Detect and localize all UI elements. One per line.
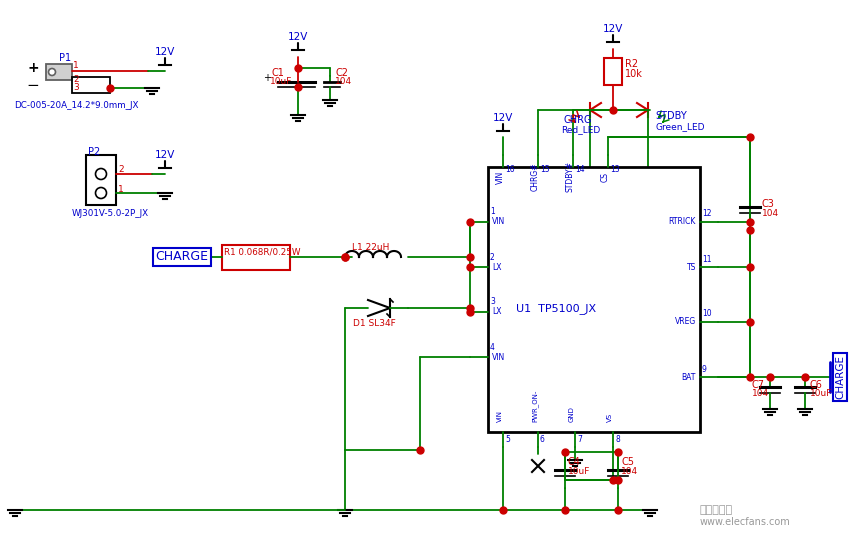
Text: 104: 104 xyxy=(752,390,769,398)
Text: WJ301V-5.0-2P_JX: WJ301V-5.0-2P_JX xyxy=(72,209,149,218)
Text: +: + xyxy=(263,73,271,83)
Text: 1: 1 xyxy=(118,184,124,194)
Text: CHRG: CHRG xyxy=(563,115,592,125)
Bar xyxy=(72,77,110,93)
Text: LX: LX xyxy=(492,308,501,316)
Text: PWR_ON-: PWR_ON- xyxy=(531,390,538,422)
Text: CHARGE: CHARGE xyxy=(155,251,208,264)
Text: VIN: VIN xyxy=(492,218,505,226)
Text: 16: 16 xyxy=(505,165,515,175)
Text: DC-005-20A_14.2*9.0mm_JX: DC-005-20A_14.2*9.0mm_JX xyxy=(14,101,138,110)
Bar xyxy=(46,64,72,80)
Text: 3: 3 xyxy=(490,298,495,307)
Text: C5: C5 xyxy=(621,457,634,467)
Text: 10: 10 xyxy=(702,309,712,319)
Text: 1: 1 xyxy=(73,61,79,71)
Text: STDBY#: STDBY# xyxy=(566,162,575,192)
Text: GND: GND xyxy=(569,406,575,422)
Text: 7: 7 xyxy=(577,436,581,445)
Text: 10uF: 10uF xyxy=(568,467,590,476)
Text: C6: C6 xyxy=(810,380,823,390)
Bar xyxy=(604,58,622,85)
Text: 12V: 12V xyxy=(603,24,623,34)
Text: 12V: 12V xyxy=(155,150,175,160)
Text: 12V: 12V xyxy=(155,47,175,57)
Text: VREG: VREG xyxy=(675,317,696,327)
Text: 14: 14 xyxy=(575,165,585,175)
Text: C2: C2 xyxy=(335,68,348,78)
Text: 2: 2 xyxy=(490,252,495,261)
Text: 8: 8 xyxy=(615,436,619,445)
Text: 10uF: 10uF xyxy=(270,78,292,86)
Text: 11: 11 xyxy=(702,254,711,264)
Bar xyxy=(488,167,700,432)
Text: C7: C7 xyxy=(752,380,765,390)
Text: STDBY: STDBY xyxy=(655,111,687,121)
Text: 2: 2 xyxy=(118,165,124,175)
Text: L1 22uH: L1 22uH xyxy=(352,244,390,252)
Text: R1 0.068R/0.25W: R1 0.068R/0.25W xyxy=(224,247,301,257)
Text: RTRICK: RTRICK xyxy=(669,218,696,226)
Text: LX: LX xyxy=(492,262,501,272)
Text: Green_LED: Green_LED xyxy=(655,122,704,132)
Text: P2: P2 xyxy=(88,147,100,157)
Text: C3: C3 xyxy=(762,199,775,209)
Text: 12V: 12V xyxy=(288,32,308,42)
Bar xyxy=(86,155,116,205)
Circle shape xyxy=(48,68,55,75)
Text: 2: 2 xyxy=(73,74,79,84)
Text: CHARGE: CHARGE xyxy=(835,355,845,399)
Text: C4: C4 xyxy=(568,457,581,467)
Text: 10uF: 10uF xyxy=(810,390,832,398)
Text: 12: 12 xyxy=(702,210,711,218)
Text: 3: 3 xyxy=(73,82,79,92)
Text: U1  TP5100_JX: U1 TP5100_JX xyxy=(516,303,596,314)
Text: VIN: VIN xyxy=(495,170,505,184)
Text: TS: TS xyxy=(687,262,696,272)
Text: VIN: VIN xyxy=(492,353,505,362)
Text: 5: 5 xyxy=(505,436,510,445)
Text: VIN: VIN xyxy=(497,410,503,422)
Text: BAT: BAT xyxy=(682,372,696,382)
Text: 电子发烧友: 电子发烧友 xyxy=(700,505,734,515)
Text: +: + xyxy=(27,61,39,75)
Text: 4: 4 xyxy=(490,342,495,351)
Bar xyxy=(222,245,290,270)
Text: 104: 104 xyxy=(621,467,638,476)
Text: CS: CS xyxy=(600,172,609,182)
Text: 1: 1 xyxy=(490,208,495,217)
Text: D1 SL34F: D1 SL34F xyxy=(353,320,396,328)
Text: −: − xyxy=(27,78,40,93)
Text: C1: C1 xyxy=(272,68,285,78)
Text: 104: 104 xyxy=(335,78,353,86)
Text: 104: 104 xyxy=(762,209,779,218)
Text: 12V: 12V xyxy=(492,113,513,123)
Text: R2: R2 xyxy=(625,59,638,69)
Text: VS: VS xyxy=(607,413,613,422)
Text: Red_LED: Red_LED xyxy=(561,126,600,135)
Text: 15: 15 xyxy=(540,165,550,175)
Text: CHRG#: CHRG# xyxy=(530,163,539,191)
Text: 9: 9 xyxy=(702,364,707,374)
Text: 6: 6 xyxy=(540,436,545,445)
Text: www.elecfans.com: www.elecfans.com xyxy=(700,517,791,527)
Text: 13: 13 xyxy=(610,165,619,175)
Text: 10k: 10k xyxy=(625,69,643,79)
Text: P1: P1 xyxy=(59,53,71,63)
